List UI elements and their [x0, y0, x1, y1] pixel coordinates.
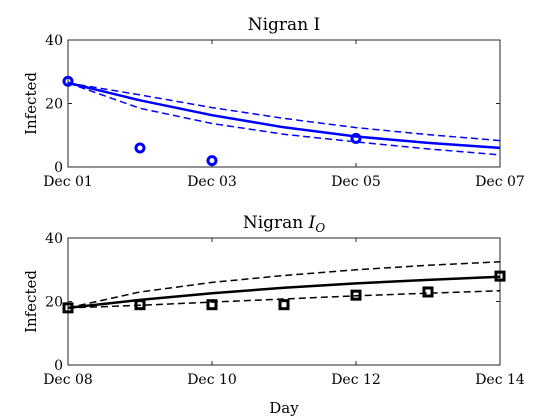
y-axis-label: Infected [22, 72, 40, 135]
series-lower-bound [67, 82, 501, 156]
data-point [350, 132, 362, 144]
data-point [62, 75, 74, 87]
data-point [350, 289, 362, 301]
y-tick-label: 20 [45, 295, 63, 311]
x-axis-label: Day [269, 399, 299, 417]
series-lower-bound [67, 289, 501, 309]
series-upper-bound [67, 261, 501, 309]
chart-panel-1: Nigran I 0 20 40 Dec 01 Dec 03 Dec 05 Dec 07 Inf… [22, 15, 525, 190]
x-tick-label: Dec 03 [187, 174, 237, 190]
y-tick-label: 20 [45, 97, 63, 113]
y-tick-label: 40 [45, 33, 63, 49]
y-tick-label: 0 [54, 358, 63, 374]
x-tick-label: Dec 10 [187, 372, 237, 388]
x-tick-label: Dec 01 [43, 174, 93, 190]
data-point [62, 302, 74, 314]
series-fit-line [67, 81, 501, 150]
y-tick-label: 40 [45, 231, 63, 247]
data-point [206, 155, 218, 167]
x-tick-label: Dec 08 [43, 372, 93, 388]
plot-frame [67, 39, 501, 168]
chart-title: Nigran I [248, 15, 321, 35]
x-tick-label: Dec 07 [475, 174, 525, 190]
data-point [134, 142, 146, 154]
data-point [206, 299, 218, 311]
x-tick-label: Dec 14 [475, 372, 525, 388]
data-point [494, 270, 506, 282]
data-point [422, 286, 434, 298]
y-tick-label: 0 [54, 160, 63, 176]
chart-panel-2: Nigran IO 0 20 40 Dec 08 Dec 10 Dec 12 Dec 14 In… [22, 213, 525, 417]
series-upper-bound [67, 82, 501, 142]
x-tick-label: Dec 05 [331, 174, 381, 190]
data-point [134, 299, 146, 311]
data-point [278, 299, 290, 311]
x-tick-label: Dec 12 [331, 372, 381, 388]
y-axis-label: Infected [22, 270, 40, 333]
chart-title: Nigran IO [243, 213, 326, 235]
